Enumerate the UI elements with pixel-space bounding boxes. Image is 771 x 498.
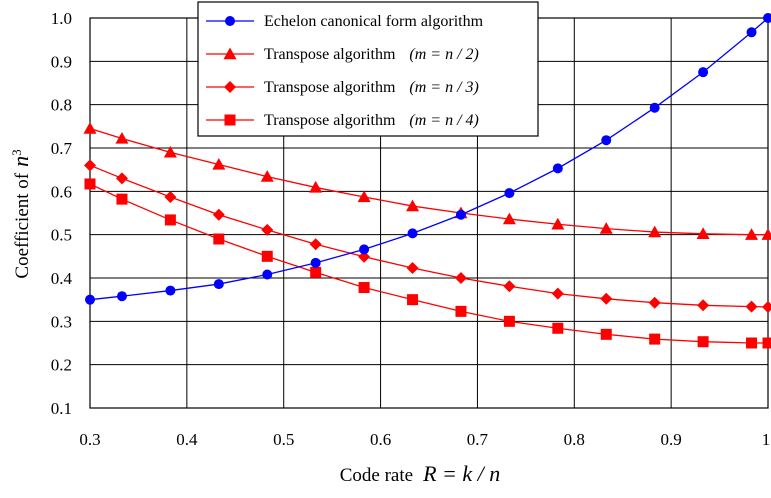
data-point-circle [650,103,660,113]
y-axis-title: Coefficient of n3 [8,149,33,278]
data-point-circle [214,279,224,289]
data-point-circle [225,16,235,26]
y-tick-label: 0.4 [51,269,73,288]
data-point-square [746,338,757,349]
data-point-square [85,178,96,189]
y-tick-label: 0.2 [51,356,72,375]
x-axis-title-text: Code rate [340,465,413,486]
data-point-diamond [164,191,176,203]
data-point-diamond [746,301,758,313]
data-point-triangle [115,132,128,144]
data-point-circle [408,228,418,238]
data-point-circle [553,163,563,173]
data-point-diamond [213,209,225,221]
data-point-diamond [84,159,96,171]
data-point-diamond [600,293,612,305]
legend-series-name: Transpose algorithm [264,79,396,96]
data-point-circle [311,258,321,268]
data-point-square [601,329,612,340]
data-point-diamond [649,297,661,309]
x-tick-label: 0.4 [176,430,198,449]
x-axis-title: Code rate R = k / n [340,461,501,486]
legend-series-math: (m = n / 4) [409,112,478,129]
data-point-circle [117,291,127,301]
data-point-diamond [261,224,273,236]
data-point-circle [747,27,757,37]
y-tick-label: 0.1 [51,399,72,418]
x-tick-label: 0.9 [661,430,682,449]
legend-label: Echelon canonical form algorithm [264,13,484,30]
legend-series-math: (m = n / 2) [409,46,478,63]
x-tick-label: 0.5 [273,430,294,449]
y-tick-label: 0.9 [51,52,72,71]
data-point-circle [601,135,611,145]
data-point-diamond [455,272,467,284]
data-point-square [407,294,418,305]
data-point-diamond [697,299,709,311]
x-tick-label: 0.6 [370,430,391,449]
y-axis-title-math: n [8,156,33,167]
legend-series-name: Echelon canonical form algorithm [264,13,484,30]
data-point-circle [504,188,514,198]
data-point-diamond [407,262,419,274]
x-tick-label: 0.8 [564,430,585,449]
data-point-circle [359,244,369,254]
data-point-square [310,267,321,278]
data-point-square [504,316,515,327]
legend: Echelon canonical form algorithm Transpos… [198,2,538,136]
data-point-diamond [762,301,771,313]
data-point-diamond [503,280,515,292]
y-axis-title-text: Coefficient of [12,172,33,278]
x-tick-label: 0.3 [79,430,100,449]
x-tick-label: 0.7 [467,430,489,449]
data-point-circle [456,210,466,220]
series-line [90,165,768,307]
legend-label: Transpose algorithm (m = n / 3) [264,79,479,96]
data-point-diamond [116,172,128,184]
legend-label: Transpose algorithm (m = n / 4) [264,112,479,129]
data-point-square [763,338,771,349]
y-axis-title-exponent: 3 [9,149,24,156]
data-point-square [116,194,127,205]
y-tick-label: 0.8 [51,96,72,115]
data-point-circle [698,67,708,77]
data-point-square [225,115,236,126]
legend-label: Transpose algorithm (m = n / 2) [264,46,479,63]
legend-series-name: Transpose algorithm [264,46,396,63]
data-point-square [165,214,176,225]
data-point-diamond [310,238,322,250]
y-tick-label: 0.7 [51,139,73,158]
y-tick-label: 0.5 [51,226,72,245]
data-point-circle [262,270,272,280]
legend-series-name: Transpose algorithm [264,112,396,129]
data-point-circle [165,286,175,296]
data-point-circle [85,295,95,305]
data-point-square [649,334,660,345]
data-point-triangle [762,228,771,240]
data-point-triangle [84,122,97,134]
x-axis-title-math: R = k / n [422,461,500,486]
y-tick-label: 0.3 [51,312,72,331]
series-4 [85,178,771,348]
y-tick-label: 0.6 [51,182,72,201]
x-tick-label: 1 [762,430,771,449]
legend-series-math: (m = n / 3) [409,79,478,96]
data-point-square [213,234,224,245]
data-point-square [552,323,563,334]
data-point-square [262,251,273,262]
data-point-square [698,336,709,347]
data-point-diamond [552,288,564,300]
data-point-square [359,282,370,293]
y-tick-label: 1.0 [51,9,72,28]
series-line [90,129,768,235]
data-point-square [455,306,466,317]
